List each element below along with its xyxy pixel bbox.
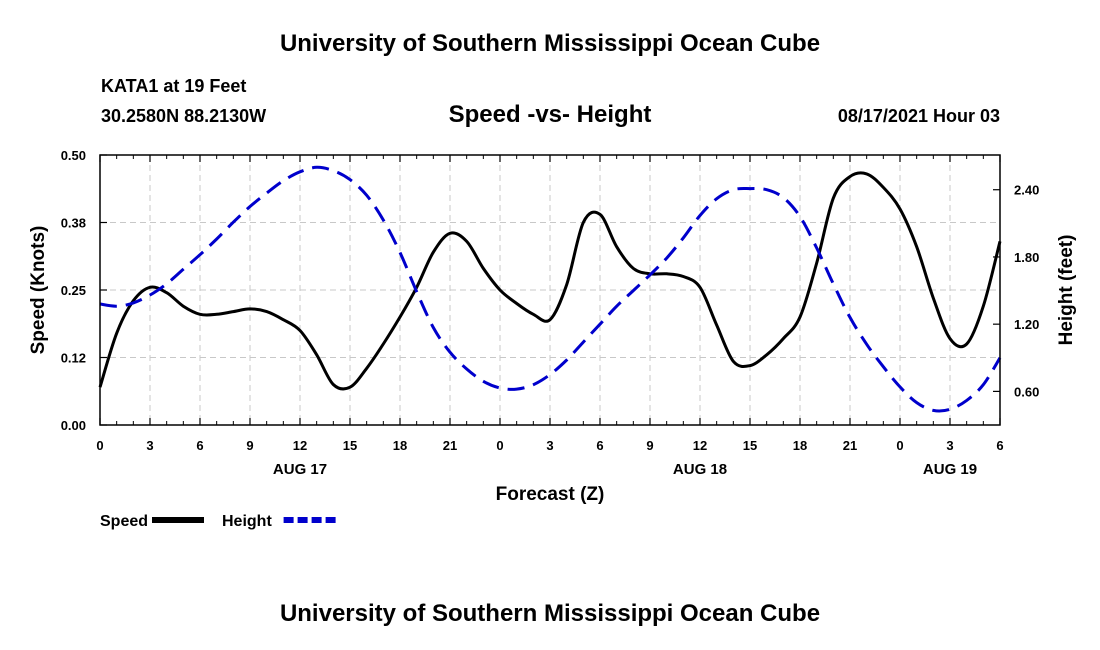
station-label: KATA1 at 19 Feet <box>101 76 247 96</box>
x-tick-label: 6 <box>196 438 203 453</box>
x-tick-label: 21 <box>443 438 457 453</box>
x-tick-label: 3 <box>146 438 153 453</box>
page-title: University of Southern Mississippi Ocean… <box>279 30 821 57</box>
y2-tick-label: 1.80 <box>1014 250 1039 265</box>
legend-label-height: Height <box>222 513 272 530</box>
y-tick-label: 0.50 <box>61 148 86 163</box>
x-tick-label: 6 <box>596 438 603 453</box>
x-tick-label: 0 <box>496 438 503 453</box>
x-axis-title: Forecast (Z) <box>496 484 605 505</box>
chart-subtitle: Speed -vs- Height <box>448 101 652 128</box>
x-tick-label: 3 <box>946 438 953 453</box>
x-tick-label: 15 <box>343 438 357 453</box>
footer-title: University of Southern Mississippi Ocean… <box>279 600 821 627</box>
x-tick-label: 3 <box>546 438 553 453</box>
date-label: AUG 18 <box>673 461 727 478</box>
forecast-run-time: 08/17/2021 Hour 03 <box>837 106 1000 126</box>
y-axis-title: Speed (Knots) <box>28 226 49 355</box>
x-tick-label: 6 <box>996 438 1003 453</box>
x-tick-label: 21 <box>843 438 857 453</box>
y-tick-label: 0.12 <box>61 351 86 366</box>
y2-tick-label: 0.60 <box>1014 384 1039 399</box>
legend-label-speed: Speed <box>100 513 148 530</box>
y2-tick-label: 1.20 <box>1014 317 1039 332</box>
x-tick-label: 0 <box>96 438 103 453</box>
y-tick-label: 0.25 <box>61 283 86 298</box>
x-tick-label: 9 <box>246 438 253 453</box>
y2-axis-title: Height (feet) <box>1056 235 1077 346</box>
x-tick-label: 12 <box>293 438 307 453</box>
date-label: AUG 19 <box>923 461 977 478</box>
x-tick-label: 12 <box>693 438 707 453</box>
x-tick-label: 18 <box>793 438 807 453</box>
y-tick-label: 0.00 <box>61 418 86 433</box>
series-line-height <box>99 165 1002 413</box>
y2-tick-label: 2.40 <box>1014 183 1039 198</box>
date-label: AUG 17 <box>273 461 327 478</box>
y-tick-label: 0.38 <box>61 216 86 231</box>
x-tick-label: 18 <box>393 438 407 453</box>
station-coordinates: 30.2580N 88.2130W <box>101 106 267 126</box>
x-tick-label: 0 <box>896 438 903 453</box>
series-line-speed <box>98 171 1002 391</box>
x-tick-label: 15 <box>743 438 757 453</box>
x-tick-label: 9 <box>646 438 653 453</box>
